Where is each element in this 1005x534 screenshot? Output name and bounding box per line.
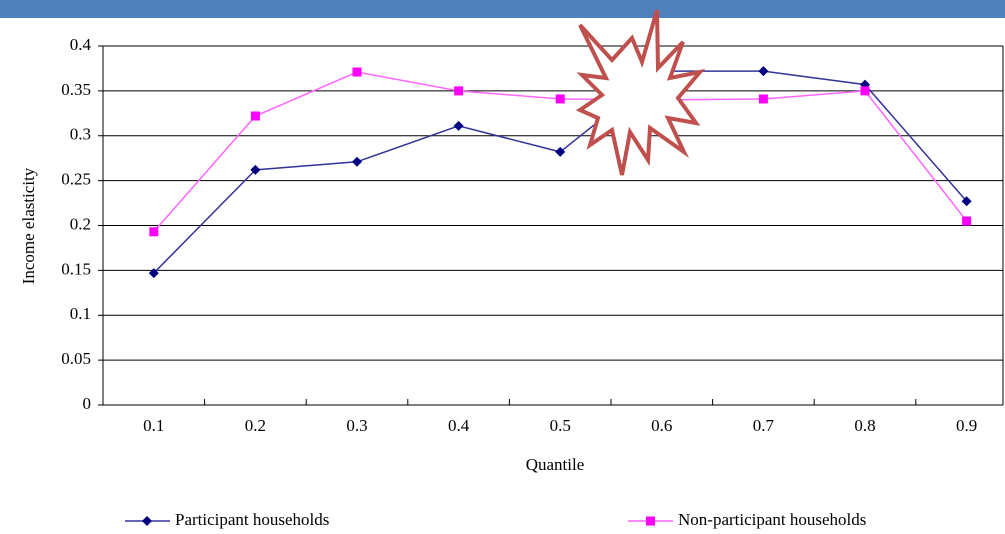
legend-marker [646, 517, 655, 526]
x-tick-label: 0.5 [550, 416, 571, 435]
legend-label: Participant households [175, 510, 329, 529]
y-tick-label: 0.15 [61, 259, 91, 278]
y-tick-label: 0.3 [70, 125, 91, 144]
x-tick-label: 0.6 [651, 416, 672, 435]
marker [759, 94, 768, 103]
marker [352, 157, 362, 167]
marker [962, 217, 971, 226]
marker [454, 121, 464, 131]
y-tick-label: 0 [83, 394, 92, 413]
marker [251, 112, 260, 121]
x-tick-label: 0.4 [448, 416, 470, 435]
y-tick-label: 0.4 [70, 35, 92, 54]
x-tick-label: 0.1 [143, 416, 164, 435]
y-tick-label: 0.25 [61, 170, 91, 189]
y-tick-label: 0.05 [61, 349, 91, 368]
chart: 0 0.05 0.1 0.15 0.2 0.25 0.3 0.35 0.4 0.1 0.2 0.3 0.… [0, 0, 1005, 534]
legend-label: Non-participant households [678, 510, 866, 529]
marker [758, 66, 768, 76]
x-axis-label: Quantile [526, 455, 585, 474]
legend-marker [142, 516, 152, 526]
x-tick-label: 0.8 [854, 416, 875, 435]
y-tick-label: 0.1 [70, 304, 91, 323]
marker [861, 86, 870, 95]
marker [454, 86, 463, 95]
marker [353, 68, 362, 77]
y-tick-label: 0.2 [70, 214, 91, 233]
x-tick-label: 0.3 [346, 416, 367, 435]
y-axis-label: Income elasticity [19, 167, 38, 284]
x-tick-label: 0.2 [245, 416, 266, 435]
starburst [580, 10, 700, 175]
x-tick-label: 0.7 [753, 416, 775, 435]
x-tick-label: 0.9 [956, 416, 977, 435]
marker [556, 94, 565, 103]
y-tick-label: 0.35 [61, 80, 91, 99]
marker [149, 227, 158, 236]
header-bar [0, 0, 1005, 18]
